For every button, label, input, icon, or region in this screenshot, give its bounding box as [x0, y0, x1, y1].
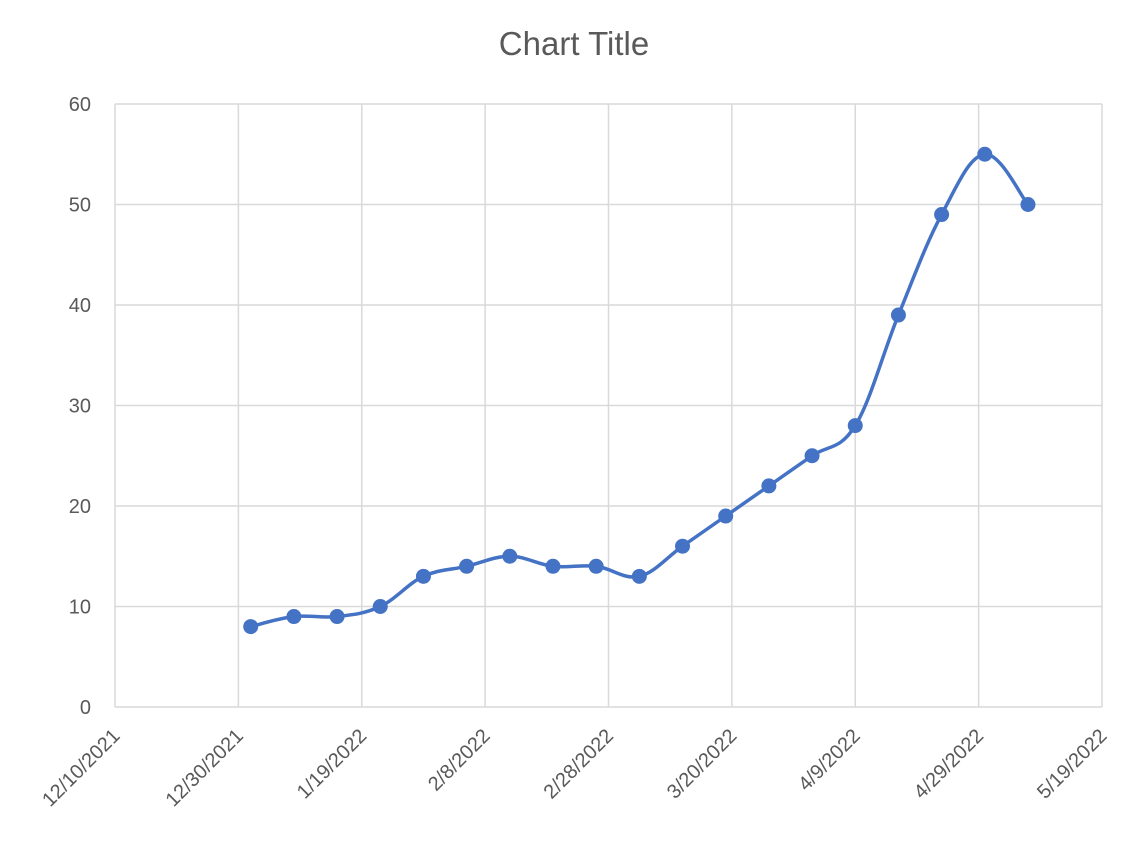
data-point	[804, 448, 820, 464]
x-tick-label: 2/8/2022	[424, 725, 495, 796]
data-point	[545, 558, 561, 574]
series-group	[243, 146, 1036, 635]
series-line	[248, 152, 1030, 629]
y-tick-label: 0	[80, 697, 91, 719]
data-point	[415, 568, 431, 584]
x-tick-label: 4/9/2022	[794, 725, 865, 796]
data-point	[286, 609, 302, 625]
y-tick-label: 20	[69, 496, 91, 518]
data-point	[1020, 197, 1036, 212]
chart-title: Chart Title	[499, 25, 649, 62]
data-point	[631, 568, 647, 584]
x-tick-label: 12/30/2021	[162, 725, 248, 811]
y-tick-label: 30	[69, 396, 91, 418]
x-tick-label: 5/19/2022	[1033, 725, 1111, 803]
y-tick-label: 10	[69, 597, 91, 619]
y-axis-tick-labels: 0 10 20 30 40 50 60	[69, 94, 91, 719]
y-tick-label: 60	[69, 94, 91, 116]
data-point	[675, 538, 691, 554]
data-point	[502, 548, 518, 564]
x-tick-label: 1/19/2022	[293, 725, 371, 803]
gridlines	[114, 103, 1103, 708]
data-point	[459, 558, 475, 574]
y-tick-label: 40	[69, 295, 91, 317]
data-point	[847, 418, 863, 434]
data-point	[588, 558, 604, 574]
data-point	[243, 619, 259, 635]
x-tick-label: 4/29/2022	[910, 725, 988, 803]
x-tick-label: 12/10/2021	[38, 725, 124, 811]
x-tick-label: 2/28/2022	[540, 725, 618, 803]
data-point	[718, 508, 734, 524]
data-point	[977, 146, 993, 162]
data-point	[329, 609, 345, 625]
x-tick-label: 3/20/2022	[663, 725, 741, 803]
y-tick-label: 50	[69, 195, 91, 217]
data-point	[934, 207, 950, 223]
data-point	[761, 478, 777, 494]
data-point	[372, 599, 388, 614]
data-point	[890, 307, 906, 323]
x-axis-tick-labels: 12/10/2021 12/30/2021 1/19/2022 2/8/2022 2/2…	[38, 725, 1111, 811]
